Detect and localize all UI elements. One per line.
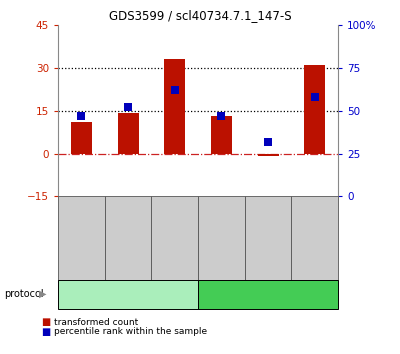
- Point: [172, 87, 178, 93]
- Text: GSM435060: GSM435060: [126, 200, 135, 245]
- Point: [125, 104, 131, 110]
- Point: [312, 94, 318, 100]
- Text: GSM435062: GSM435062: [219, 200, 228, 245]
- Text: ■: ■: [41, 327, 51, 337]
- Text: ▶: ▶: [40, 289, 47, 299]
- Bar: [258, 154, 278, 156]
- Bar: [71, 122, 92, 154]
- Bar: [164, 59, 185, 154]
- Text: GSM435061: GSM435061: [172, 200, 182, 245]
- Bar: [118, 114, 138, 154]
- Text: control: control: [110, 289, 146, 299]
- Bar: [304, 65, 325, 154]
- Text: ■: ■: [41, 318, 51, 327]
- Point: [218, 113, 224, 119]
- Text: GSM435064: GSM435064: [312, 200, 322, 245]
- Point: [78, 113, 84, 119]
- Text: GSM435059: GSM435059: [79, 200, 88, 245]
- Bar: [211, 116, 232, 154]
- Text: percentile rank within the sample: percentile rank within the sample: [54, 327, 207, 336]
- Text: GSM435063: GSM435063: [266, 200, 275, 245]
- Point: [265, 139, 271, 144]
- Text: Eset depletion: Eset depletion: [230, 289, 306, 299]
- Text: GDS3599 / scl40734.7.1_147-S: GDS3599 / scl40734.7.1_147-S: [109, 9, 291, 22]
- Text: protocol: protocol: [4, 289, 44, 299]
- Text: transformed count: transformed count: [54, 318, 138, 327]
